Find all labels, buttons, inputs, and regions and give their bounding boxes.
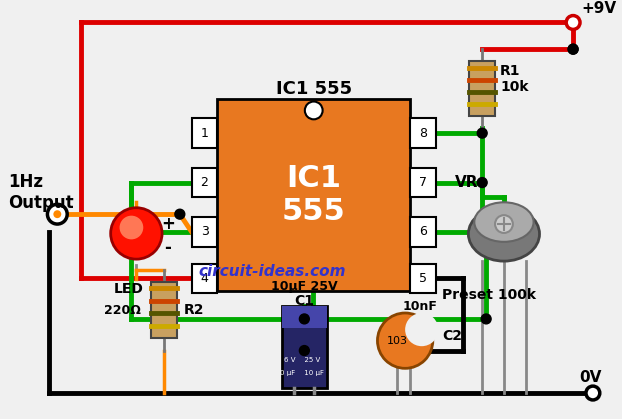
Text: 5: 5 bbox=[419, 272, 427, 285]
Circle shape bbox=[305, 101, 323, 119]
Text: 10μF 25V: 10μF 25V bbox=[271, 280, 338, 293]
Circle shape bbox=[566, 16, 580, 29]
Circle shape bbox=[481, 314, 491, 324]
Text: circuit-ideas.com: circuit-ideas.com bbox=[198, 264, 345, 279]
Circle shape bbox=[568, 44, 578, 54]
Text: 2: 2 bbox=[201, 176, 208, 189]
Text: 220Ω: 220Ω bbox=[104, 303, 141, 316]
Text: 10nF: 10nF bbox=[402, 300, 437, 313]
Text: 4: 4 bbox=[201, 272, 208, 285]
Bar bbox=[410, 264, 436, 293]
Text: R1
10k: R1 10k bbox=[500, 64, 529, 94]
Text: 8: 8 bbox=[419, 127, 427, 140]
Circle shape bbox=[586, 386, 600, 400]
Bar bbox=[282, 306, 327, 388]
Bar bbox=[410, 118, 436, 148]
Bar bbox=[282, 306, 327, 328]
Text: 1: 1 bbox=[201, 127, 208, 140]
Text: IC1 555: IC1 555 bbox=[276, 80, 352, 98]
Text: -: - bbox=[165, 239, 172, 257]
Text: 1Hz
Output: 1Hz Output bbox=[8, 173, 73, 212]
Circle shape bbox=[477, 178, 487, 187]
Circle shape bbox=[299, 346, 309, 355]
Text: C2: C2 bbox=[443, 329, 463, 343]
Text: +9V: +9V bbox=[581, 1, 616, 16]
Circle shape bbox=[111, 208, 162, 259]
Bar bbox=[410, 217, 436, 247]
Text: 6 V    25 V: 6 V 25 V bbox=[284, 357, 320, 363]
Text: LED: LED bbox=[114, 282, 144, 296]
Text: 3: 3 bbox=[201, 225, 208, 238]
Text: 0V: 0V bbox=[580, 370, 602, 385]
Text: VR: VR bbox=[455, 175, 478, 190]
Circle shape bbox=[378, 313, 433, 368]
Circle shape bbox=[47, 204, 67, 224]
Circle shape bbox=[495, 215, 513, 233]
Circle shape bbox=[568, 44, 578, 54]
Text: R2: R2 bbox=[183, 303, 204, 317]
Text: 103: 103 bbox=[387, 336, 408, 346]
Text: 6: 6 bbox=[419, 225, 427, 238]
Bar bbox=[192, 217, 217, 247]
Circle shape bbox=[477, 128, 487, 138]
Text: 0 µF    10 µF: 0 µF 10 µF bbox=[281, 370, 324, 376]
Bar bbox=[151, 282, 177, 339]
Circle shape bbox=[119, 216, 143, 239]
Text: Preset 100k: Preset 100k bbox=[442, 288, 536, 302]
Text: 7: 7 bbox=[419, 176, 427, 189]
Ellipse shape bbox=[475, 202, 534, 242]
Text: +: + bbox=[161, 215, 175, 233]
Circle shape bbox=[175, 209, 185, 219]
Bar bbox=[192, 264, 217, 293]
Circle shape bbox=[405, 313, 439, 346]
Bar bbox=[410, 168, 436, 197]
Bar bbox=[192, 118, 217, 148]
Bar bbox=[192, 168, 217, 197]
Ellipse shape bbox=[468, 207, 539, 261]
Circle shape bbox=[299, 314, 309, 324]
Bar bbox=[217, 98, 410, 291]
Bar bbox=[470, 61, 495, 116]
Circle shape bbox=[53, 210, 61, 218]
Text: C1: C1 bbox=[294, 294, 314, 308]
Text: IC1
555: IC1 555 bbox=[282, 163, 346, 226]
